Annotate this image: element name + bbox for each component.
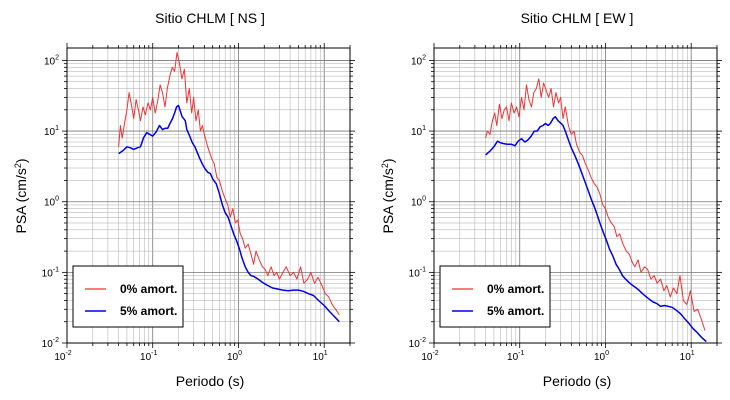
y-tick-label: 102: [44, 54, 59, 67]
x-tick-label: 10-2: [54, 350, 71, 363]
chart-title: Sitio CHLM [ EW ]: [521, 10, 634, 26]
y-tick-label: 101: [411, 125, 426, 138]
y-tick-label: 10-2: [409, 337, 426, 350]
axis-ticks: 10-2 10-1 100 101 10-2 10-1 100 101 102: [409, 43, 722, 363]
legend: 0% amort. 5% amort.: [439, 265, 551, 328]
series-line-amort-5: [118, 104, 340, 323]
x-tick-label: 101: [313, 350, 328, 363]
legend: 0% amort. 5% amort.: [72, 265, 184, 328]
y-tick-label: 101: [44, 125, 59, 138]
chart-title: Sitio CHLM [ NS ]: [155, 10, 265, 26]
series-group: [118, 51, 340, 323]
chart-panel-ew: Sitio CHLM [ EW ] 10-2 10-1 100 101 10-2 10-1…: [380, 10, 722, 389]
axis-ticks: 10-2 10-1 100 101 10-2 10-1 100 101 102: [42, 43, 355, 363]
plot-frame: [433, 47, 718, 344]
x-tick-label: 101: [680, 350, 695, 363]
legend-label-0: 0% amort.: [487, 282, 544, 296]
y-tick-label: 100: [44, 196, 59, 209]
x-tick-label: 10-1: [507, 350, 524, 363]
legend-label-0: 0% amort.: [120, 282, 177, 296]
series-line-amort-0: [485, 78, 706, 331]
y-tick-label: 10-2: [42, 337, 59, 350]
series-group: [485, 78, 707, 343]
legend-label-1: 5% amort.: [120, 304, 177, 318]
x-tick-label: 10-1: [140, 350, 157, 363]
y-tick-label: 10-1: [42, 266, 59, 279]
x-tick-label: 100: [227, 350, 242, 363]
legend-box: [72, 265, 184, 328]
x-axis-label: Periodo (s): [176, 373, 244, 389]
series-line-amort-5: [485, 115, 707, 343]
x-tick-label: 100: [594, 350, 609, 363]
y-axis-label: PSA (cm/s2): [380, 158, 396, 233]
legend-box: [439, 265, 551, 328]
plot-frame: [66, 47, 351, 344]
series-line-amort-0: [118, 51, 340, 316]
y-tick-label: 102: [411, 54, 426, 67]
chart-panel-ns: Sitio CHLM [ NS ] 10-2 10-1 100 101 10-2 10-1…: [13, 10, 355, 389]
legend-label-1: 5% amort.: [487, 304, 544, 318]
x-axis-label: Periodo (s): [543, 373, 611, 389]
y-tick-label: 100: [411, 196, 426, 209]
y-axis-label: PSA (cm/s2): [13, 158, 29, 233]
y-tick-label: 10-1: [409, 266, 426, 279]
x-tick-label: 10-2: [421, 350, 438, 363]
